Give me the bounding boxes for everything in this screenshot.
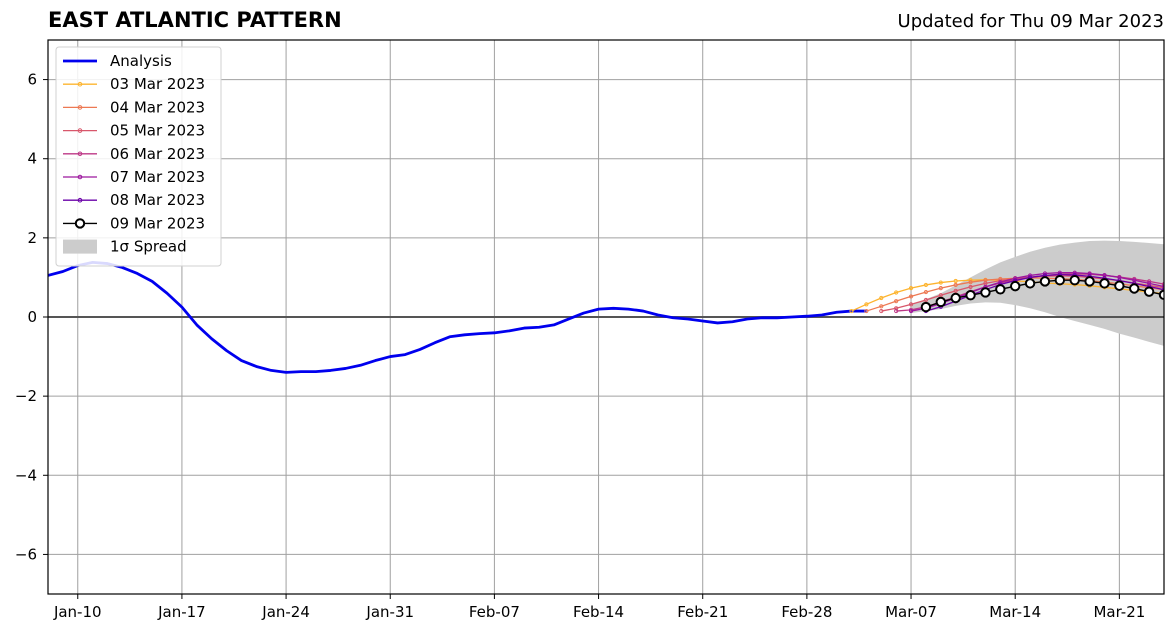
forecast-point (849, 308, 854, 314)
forecast-point (908, 286, 914, 291)
forecast-point (1161, 284, 1164, 289)
chart-title: EAST ATLANTIC PATTERN (48, 8, 342, 32)
x-tick-label: Feb-28 (781, 603, 832, 621)
forecast-point (998, 280, 1003, 285)
forecast-point (968, 280, 973, 285)
legend-label: 09 Mar 2023 (110, 214, 205, 232)
forecast-point (1010, 280, 1021, 292)
forecast-point (894, 299, 899, 304)
analysis-line (48, 260, 867, 374)
forecast-point (1161, 282, 1164, 287)
forecast-point (953, 282, 958, 288)
forecast-point (1013, 276, 1018, 281)
y-tick-label: −2 (15, 387, 37, 405)
forecast-point (953, 288, 958, 293)
forecast-point (995, 284, 1006, 295)
legend-marker-point (77, 151, 83, 157)
forecast-point (1084, 276, 1095, 287)
forecast-point (1099, 278, 1110, 289)
forecast-point (1114, 280, 1125, 291)
legend-label: 07 Mar 2023 (110, 168, 205, 186)
legend-label: Analysis (110, 52, 172, 70)
forecast-point (879, 295, 884, 301)
y-tick-label: 2 (27, 229, 37, 247)
forecast-point (950, 292, 961, 304)
forecast-point (1158, 289, 1164, 301)
legend-label: 03 Mar 2023 (110, 75, 205, 93)
x-tick-label: Feb-21 (677, 603, 728, 621)
forecast-line-5 (910, 272, 1164, 312)
y-tick-label: 6 (27, 71, 37, 89)
forecast-point (968, 284, 973, 290)
forecast-point (923, 289, 929, 295)
forecast-point (864, 302, 869, 307)
legend-marker-spread (63, 239, 97, 254)
x-tick-label: Jan-10 (53, 603, 102, 621)
updated-date: Updated for Thu 09 Mar 2023 (897, 11, 1164, 32)
forecast-point (923, 282, 929, 288)
forecast-point (1054, 274, 1066, 286)
legend-marker-point (74, 218, 86, 229)
forecast-point (1039, 276, 1051, 287)
forecast-point (894, 308, 899, 314)
forecast-point (1072, 270, 1077, 275)
legend: Analysis 03 Mar 2023 04 Mar 2023 05 Mar 202… (55, 46, 222, 267)
x-tick-label: Jan-24 (261, 603, 310, 621)
legend-marker-point (77, 197, 83, 203)
forecast-point (908, 308, 914, 314)
plot-area (48, 40, 1164, 594)
forecast-point (1024, 278, 1036, 289)
legend-label: 1σ Spread (110, 238, 187, 256)
y-tick-label: 4 (27, 150, 37, 168)
legend-label: 04 Mar 2023 (110, 98, 205, 116)
forecast-point (864, 308, 869, 314)
x-tick-label: Feb-14 (573, 603, 624, 621)
legend-marker-point (77, 128, 83, 133)
forecast-point (938, 286, 943, 291)
x-tick-label: Mar-14 (989, 603, 1041, 621)
legend-label: 08 Mar 2023 (110, 191, 205, 209)
legend-label: 05 Mar 2023 (110, 122, 205, 140)
x-tick-label: Mar-07 (885, 603, 937, 621)
x-tick-label: Feb-07 (469, 603, 520, 621)
y-tick-label: −6 (15, 545, 37, 563)
y-tick-label: 0 (27, 308, 37, 326)
forecast-point (1161, 287, 1164, 292)
forecast-point (953, 278, 958, 284)
legend-label: 06 Mar 2023 (110, 145, 205, 163)
x-tick-label: Jan-31 (365, 603, 414, 621)
forecast-point (1129, 283, 1140, 294)
x-tick-label: Jan-17 (157, 603, 206, 621)
spread-band (911, 240, 1164, 346)
forecast-point (923, 297, 929, 303)
x-tick-label: Mar-21 (1093, 603, 1145, 621)
forecast-point (980, 287, 991, 298)
forecast-point (935, 296, 946, 308)
legend-marker-point (77, 174, 83, 180)
forecast-point (894, 290, 899, 295)
forecast-point (879, 304, 884, 309)
forecast-point (908, 302, 914, 307)
legend-box (55, 46, 222, 267)
y-tick-label: −4 (15, 466, 37, 484)
forecast-point (920, 301, 932, 313)
forecast-point (879, 308, 884, 314)
forecast-point (908, 294, 914, 299)
legend-marker-point (77, 105, 83, 110)
forecast-point (1143, 286, 1155, 297)
forecast-point (1069, 274, 1080, 286)
legend-marker-point (77, 81, 83, 87)
forecast-point (965, 290, 976, 301)
forecast-point (938, 280, 943, 285)
